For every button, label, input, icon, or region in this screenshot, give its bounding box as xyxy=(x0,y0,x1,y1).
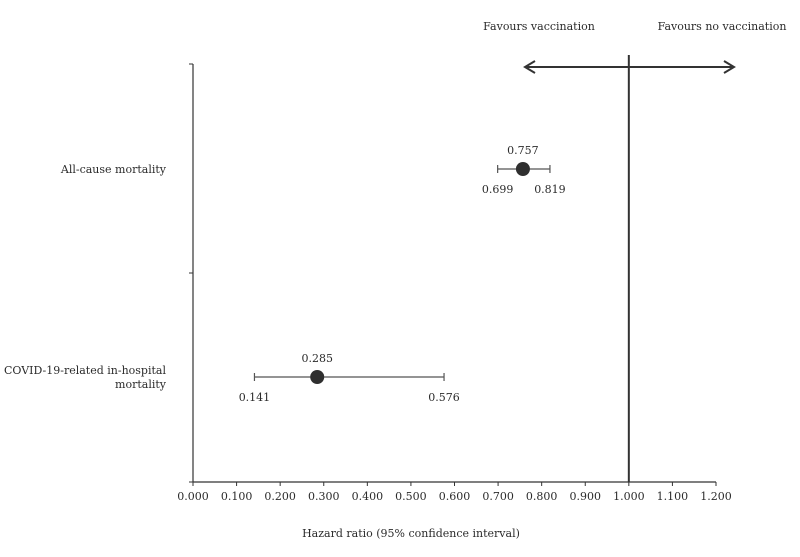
arrow-head-left xyxy=(523,60,536,74)
estimate-point xyxy=(310,370,325,384)
row-label: mortality xyxy=(115,378,167,391)
forest-row: All-cause mortality 0.757 0.699 0.819 xyxy=(60,144,566,196)
x-tick-label: 0.100 xyxy=(221,490,253,503)
upper-ci-label: 0.819 xyxy=(534,183,566,196)
rows: All-cause mortality 0.757 0.699 0.819 COVID-… xyxy=(4,144,566,404)
x-tick-label: 0.900 xyxy=(570,490,602,503)
x-tick-label: 1.100 xyxy=(657,490,689,503)
x-tick-label: 0.200 xyxy=(264,490,296,503)
x-tick-label: 0.800 xyxy=(526,490,558,503)
estimate-label: 0.285 xyxy=(301,352,333,365)
favours-no-vaccination-label: Favours no vaccination xyxy=(658,20,787,33)
x-tick-label: 0.600 xyxy=(439,490,471,503)
upper-ci-label: 0.576 xyxy=(428,391,460,404)
row-label: All-cause mortality xyxy=(60,163,167,176)
x-tick-label: 0.300 xyxy=(308,490,340,503)
x-tick-label: 0.000 xyxy=(177,490,209,503)
direction-arrow xyxy=(523,60,736,74)
row-label: COVID-19-related in-hospital xyxy=(4,364,167,377)
x-tick-label: 0.500 xyxy=(395,490,427,503)
favours-vaccination-label: Favours vaccination xyxy=(483,20,595,33)
estimate-point xyxy=(515,162,530,176)
lower-ci-label: 0.699 xyxy=(482,183,514,196)
lower-ci-label: 0.141 xyxy=(239,391,271,404)
x-axis-title: Hazard ratio (95% confidence interval) xyxy=(302,527,520,540)
x-tick-label: 1.000 xyxy=(613,490,645,503)
x-tick-label: 0.700 xyxy=(482,490,514,503)
estimate-label: 0.757 xyxy=(507,144,539,157)
arrow-head-right xyxy=(723,60,736,74)
axes: 0.000 0.100 0.200 0.300 0.400 0.500 0.600 0.700… xyxy=(177,55,732,503)
x-tick-label: 1.200 xyxy=(700,490,732,503)
x-tick-label: 0.400 xyxy=(352,490,384,503)
